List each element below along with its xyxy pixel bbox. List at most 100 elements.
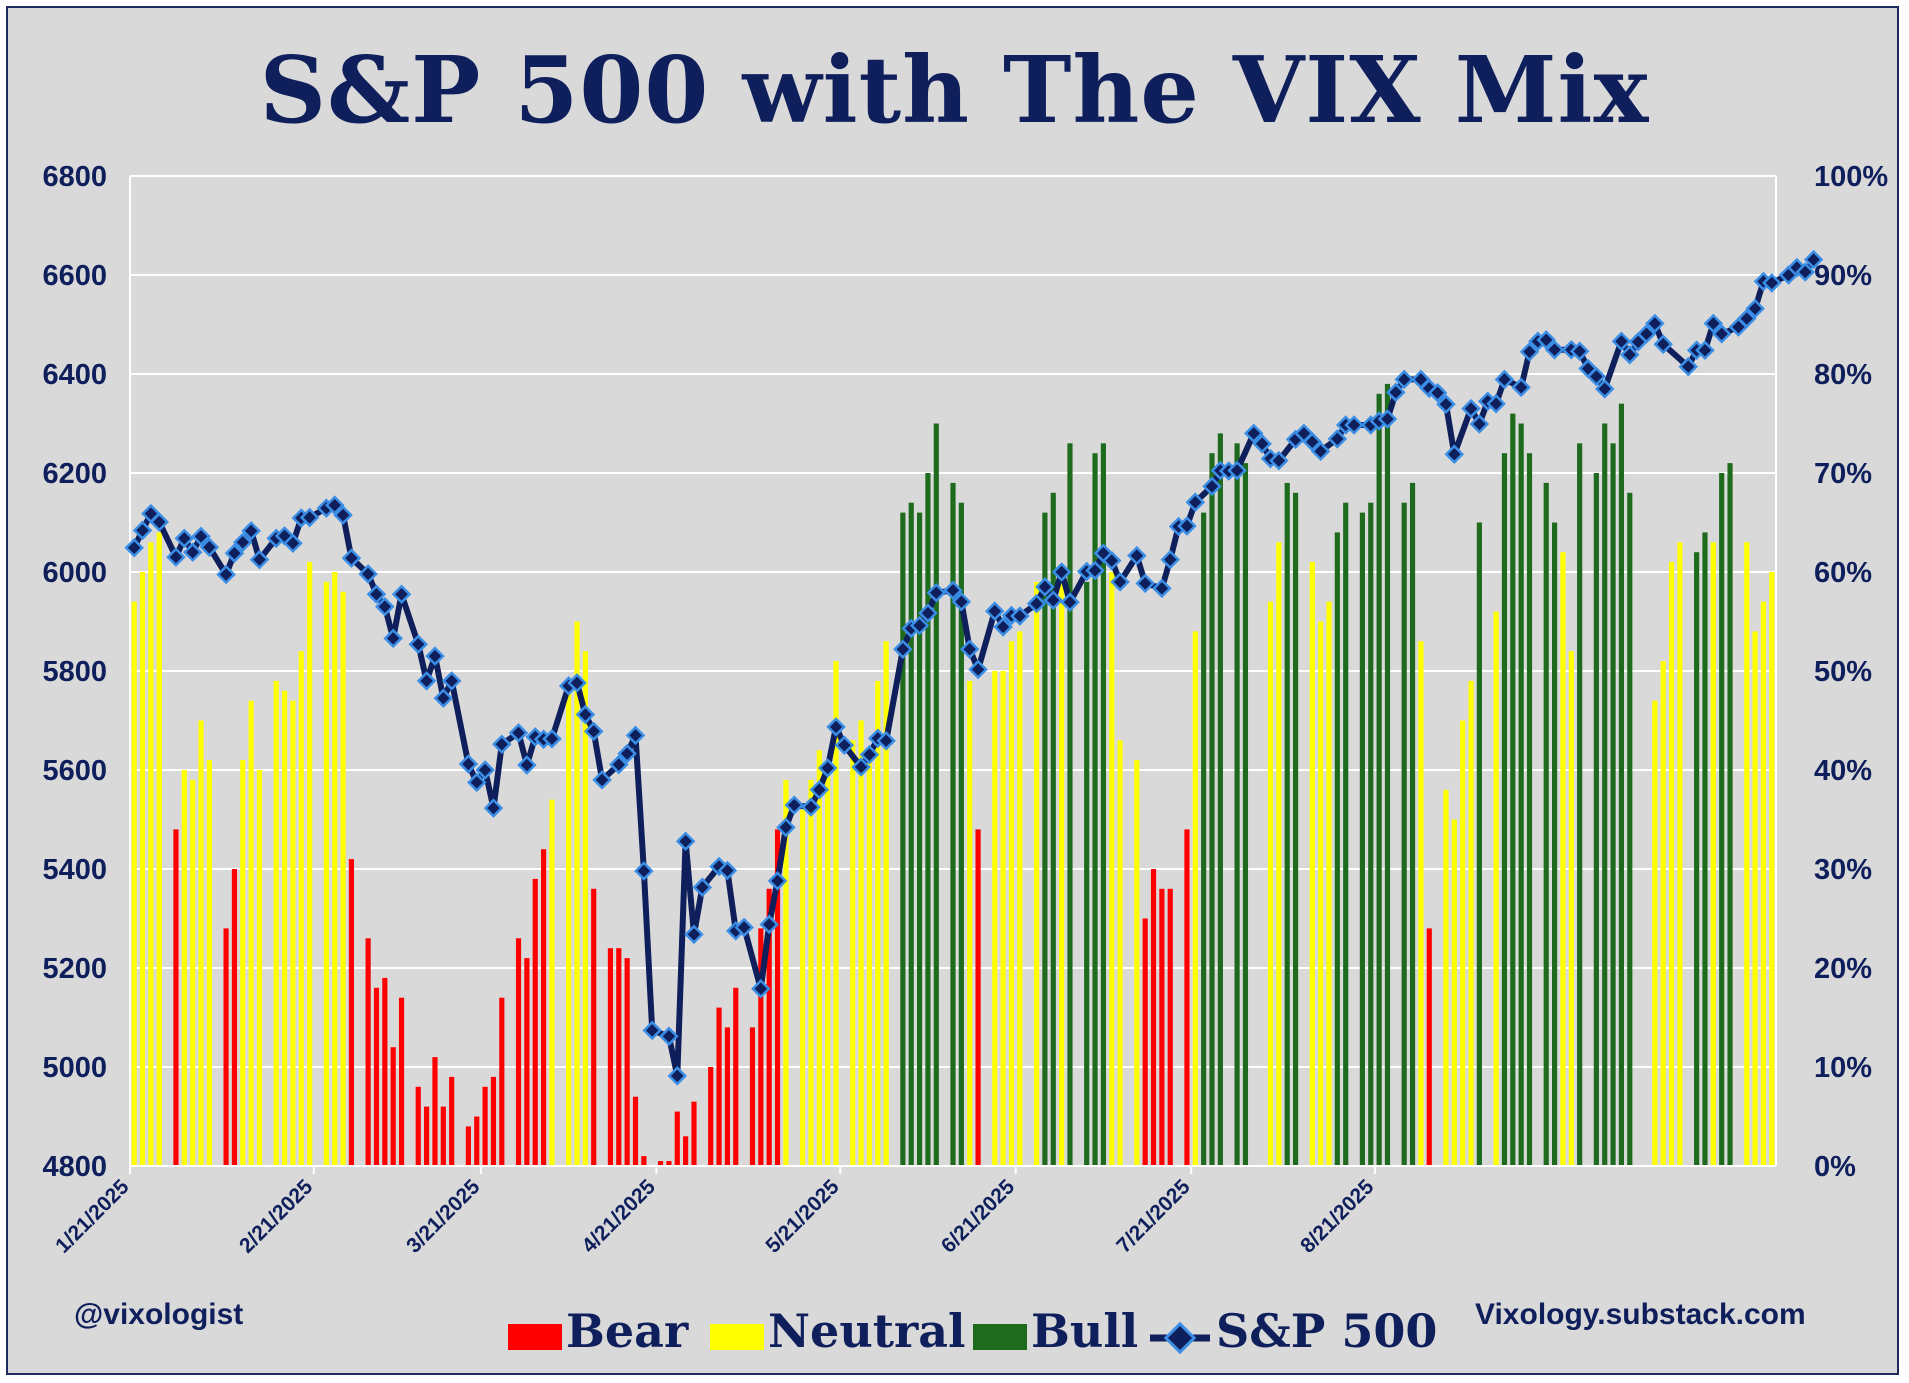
x-tick-label: 5/21/2025 [761,1175,844,1258]
sp500-marker [508,723,529,743]
sp500-marker [1711,324,1732,344]
left-y-tick-label: 5600 [42,755,107,787]
sp500-marker [1486,393,1506,414]
sp500-marker [1185,492,1206,512]
sp500-marker [517,755,537,775]
bar-bull [1593,473,1599,1166]
sp500-marker [1160,549,1181,570]
sp500-marker [1252,434,1272,454]
sp500-marker [583,721,604,742]
bar-neutral [808,779,814,1166]
left-y-tick-label: 6600 [42,260,107,292]
right-axis-ticks: 100% 90% 80% 70% 60% 50% 40% 30% 20% 10% 0% [1814,161,1888,1183]
right-y-tick-label: 0% [1814,1151,1856,1183]
sp500-marker [759,914,779,935]
legend-label-bear: Bear [566,1304,689,1358]
bar-neutral [1652,700,1658,1166]
sp500-marker [1227,460,1247,481]
sp500-marker [1795,262,1816,282]
bar-bull [1217,433,1223,1166]
bar-bear [515,938,522,1166]
sp500-marker [1043,590,1064,610]
bar-bear [223,928,229,1166]
sp500-marker [1394,369,1414,390]
sp500-marker [1645,313,1665,334]
sp500-marker [1469,414,1490,434]
left-y-tick-label: 6800 [42,161,107,193]
sp500-marker [174,528,195,549]
sp500-marker [1653,334,1673,355]
bar-neutral [1276,542,1282,1166]
sp500-marker [893,639,913,659]
sp500-marker [834,735,855,756]
bar-bear [1142,918,1148,1166]
sp500-marker [943,580,963,601]
bar-bull [1384,383,1391,1166]
bar-neutral [1309,562,1315,1166]
bar-neutral [850,740,856,1166]
sp500-marker [1327,429,1348,449]
bar-bear [708,1067,714,1166]
bar-neutral [148,542,154,1166]
chart-title: S&P 500 with The VIX Mix [259,36,1650,144]
sp500-marker [433,688,454,708]
x-tick-label: 8/21/2025 [1296,1175,1379,1258]
sp500-marker [692,877,713,898]
sp500-marker [299,507,320,528]
sp500-marker [1636,324,1657,344]
bar-neutral [816,750,822,1166]
bar-bull [900,512,906,1166]
bar-bear [1150,869,1157,1166]
bar-bear [733,987,739,1166]
bar-neutral [1744,542,1750,1166]
sp500-marker [1703,313,1724,334]
bar-bull [1627,492,1633,1166]
bar-neutral [273,680,279,1166]
sp500-marker [1762,273,1782,293]
bar-neutral [298,651,304,1166]
sp500-marker [951,591,972,612]
bar-neutral [1326,601,1332,1166]
sp500-marker [1010,606,1030,626]
bar-bull [1334,532,1340,1166]
sp500-marker [1569,341,1590,361]
bar-neutral [139,572,146,1166]
sp500-marker [383,628,403,649]
x-tick-label: 2/21/2025 [235,1175,318,1258]
credit-twitter-handle: @vixologist [74,1298,244,1331]
bar-bull [908,502,914,1166]
left-y-tick-label: 5000 [42,1052,107,1084]
x-tick-label: 4/21/2025 [578,1175,661,1258]
sp500-marker [617,743,637,764]
sp500-marker [1736,308,1757,329]
sp500-marker [784,795,805,815]
sp500-marker [249,549,270,570]
bar-neutral [1134,760,1140,1166]
sp500-marker [876,731,896,751]
chart-legend: Bear Neutral Bull S&P 500 [8,1304,1901,1364]
bar-bear [1167,888,1173,1166]
sp500-marker [458,754,479,774]
sp500-marker [425,646,445,666]
left-y-tick-label: 6200 [42,458,107,490]
bar-bear [365,938,371,1166]
bar-bear [1184,829,1190,1166]
sp500-marker [968,659,988,680]
sp500-marker [466,772,487,793]
sp500-marker [416,671,437,691]
bar-neutral [1560,552,1566,1166]
sp500-marker [1544,339,1565,360]
sp500-marker [993,617,1013,637]
bar-bull [1702,532,1708,1166]
bar-neutral [1059,572,1065,1166]
sp500-marker [609,754,629,775]
bar-bull [1543,482,1549,1166]
bar-bear [716,1007,722,1166]
bar-bear [683,1136,689,1166]
sp500-marker [1377,409,1398,429]
sp500-marker [734,917,754,938]
sp500-marker [241,521,261,541]
bar-neutral [1008,641,1015,1166]
bar-bear [774,829,781,1166]
bar-bull [1409,482,1416,1166]
